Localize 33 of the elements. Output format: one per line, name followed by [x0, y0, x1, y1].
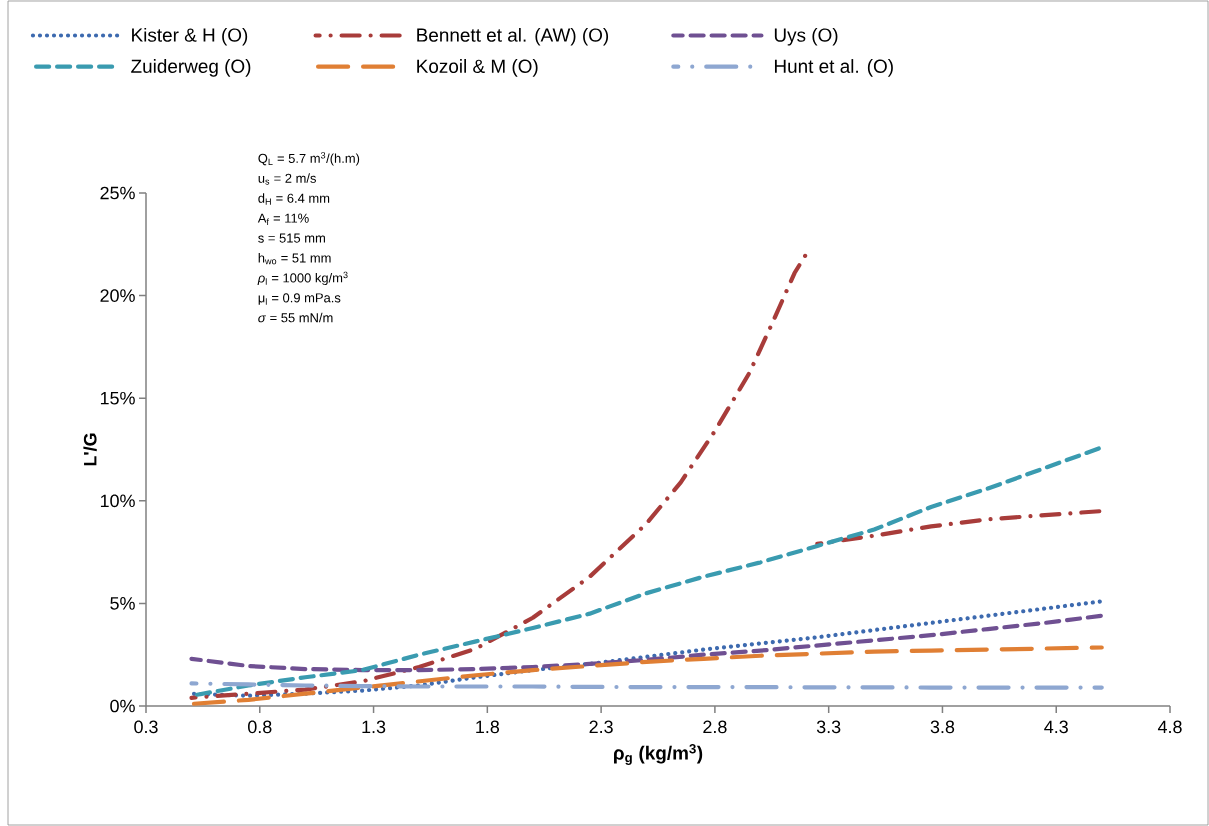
x-tick-label: 0.8 — [248, 720, 272, 734]
text: Q$_{L}$ = 5.7 m$^{3}$/(h.m) — [258, 152, 360, 166]
legend-label: Hunt et al. (O) — [774, 59, 893, 77]
annotation: h$_{wo}$ = 51 mm — [258, 253, 331, 265]
text: u$_{s}$ = 2 m/s — [258, 173, 316, 185]
y-tick-label: 15% — [100, 391, 135, 405]
annotation: μ$_{l}$ = 0.9 mPa.s — [258, 293, 341, 305]
annotation: d$_{H}$ = 6.4 mm — [258, 193, 330, 205]
y-tick-label: 5% — [110, 597, 135, 610]
x-tick-label: 2.3 — [589, 720, 613, 734]
x-tick-label: 1.8 — [476, 720, 500, 734]
y-tick-label: 0% — [110, 699, 135, 713]
annotation: σ = 55 mN/m — [258, 312, 333, 323]
legend-label: Uys (O) — [774, 27, 838, 46]
y-tick-label: 10% — [100, 494, 135, 508]
x-tick-label: 3.3 — [816, 720, 841, 734]
x-tick-label: 0.3 — [134, 720, 158, 734]
x-tick-label: 3.8 — [930, 720, 955, 734]
annotation: s = 515 mm — [258, 233, 325, 243]
x-tick-label: 1.3 — [362, 720, 386, 734]
x-tick-label: 4.8 — [1157, 720, 1182, 734]
y-tick-label: 25% — [100, 186, 135, 200]
y-axis-title: L'/G — [83, 433, 97, 466]
legend-label: Kister & H (O) — [132, 27, 248, 46]
x-tick-label: 4.3 — [1044, 720, 1068, 734]
text: ρ$_{g}$ (kg/m$^{3}$) — [614, 744, 703, 765]
legend-label: Zuiderweg (O) — [131, 59, 251, 77]
x-tick-label: 2.8 — [703, 720, 727, 734]
legend-label: Bennett et al. (AW) (O) — [417, 27, 609, 46]
annotation: A$_{f}$ = 11% — [257, 213, 309, 226]
annotation: ρ$_{l}$ = 1000 kg/m$^{3}$ — [257, 271, 348, 286]
legend-label: Kozoil & M (O) — [417, 59, 538, 77]
y-tick-label: 20% — [100, 289, 135, 302]
